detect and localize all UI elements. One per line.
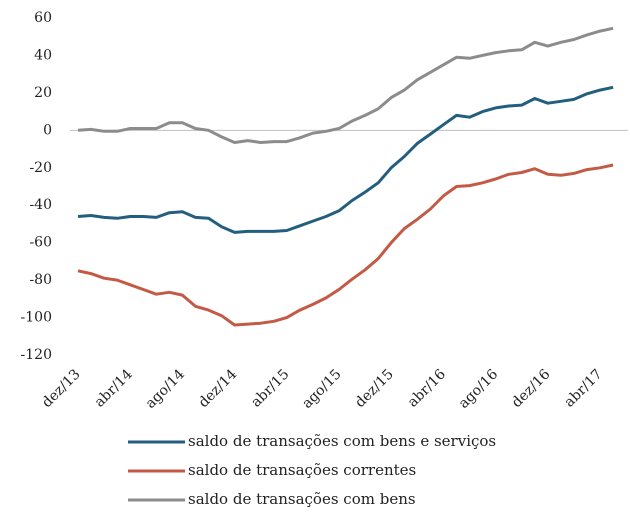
y-tick-label: 60: [34, 10, 52, 26]
x-tick-label: abr/15: [248, 366, 292, 410]
y-tick-label: 20: [34, 85, 52, 101]
x-tick-label: dez/15: [352, 366, 397, 411]
x-tick-label: ago/16: [456, 366, 502, 412]
x-tick-label: abr/17: [561, 366, 605, 410]
x-tick-label: dez/13: [39, 366, 84, 411]
legend-label: saldo de transações com bens e serviços: [188, 432, 496, 450]
y-tick-label: -120: [21, 347, 52, 363]
y-tick-label: 0: [43, 122, 52, 138]
y-tick-label: -40: [29, 197, 52, 213]
series-line: [77, 163, 614, 327]
x-tick-label: ago/15: [299, 366, 344, 411]
y-tick-label: -100: [21, 310, 52, 326]
x-tick-label: dez/14: [196, 366, 241, 411]
y-tick-label: -80: [29, 272, 52, 288]
y-tick-label: -60: [29, 235, 52, 251]
x-tick-label: ago/14: [143, 366, 189, 412]
y-tick-label: -20: [29, 160, 52, 176]
legend-label: saldo de transações correntes: [188, 461, 416, 479]
x-tick-label: abr/16: [405, 366, 449, 410]
x-tick-label: dez/16: [509, 366, 554, 411]
x-tick-label: abr/14: [92, 366, 136, 410]
series-line: [77, 26, 614, 144]
series-line: [77, 85, 614, 234]
legend-label: saldo de transações com bens: [188, 490, 416, 508]
y-tick-label: 40: [34, 47, 52, 63]
